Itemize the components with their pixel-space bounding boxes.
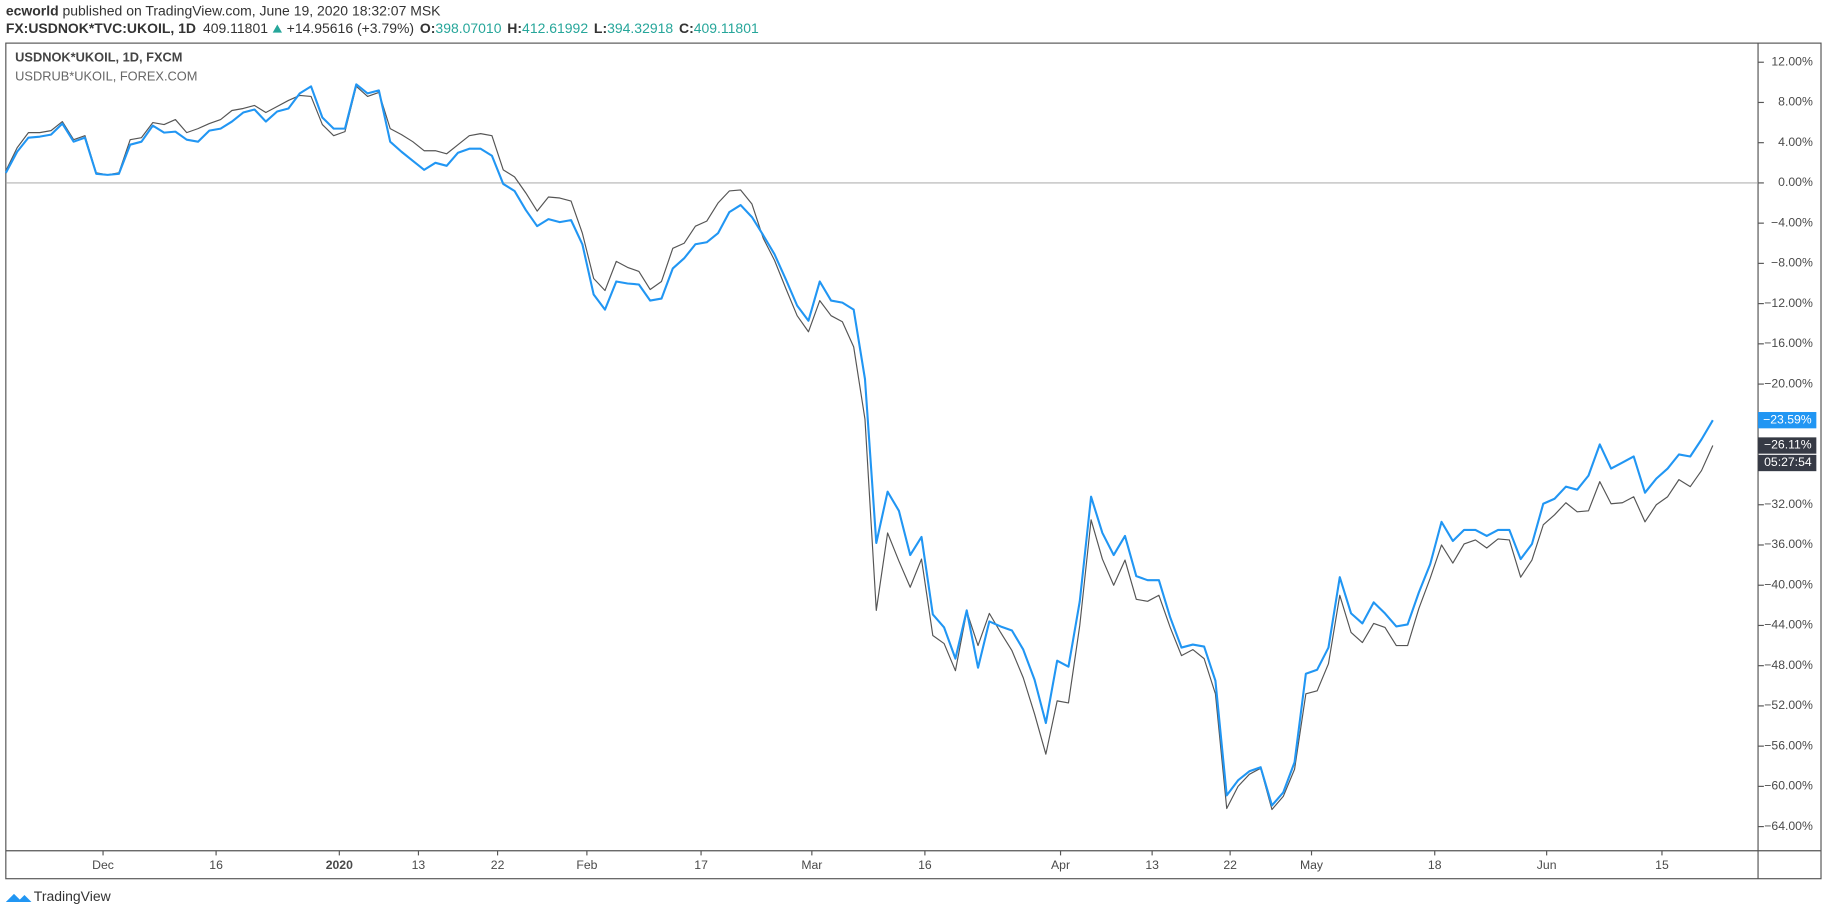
symbol: FX:USDNOK*TVC:UKOIL, 1D	[6, 20, 196, 36]
symbol-line: FX:USDNOK*TVC:UKOIL, 1D 409.11801 +14.9561…	[6, 20, 759, 36]
x-tick-label: 18	[1428, 858, 1442, 872]
up-arrow	[272, 24, 283, 33]
y-tick-label: −8.00%	[1771, 256, 1813, 270]
legend-entry: USDRUB*UKOIL, FOREX.COM	[15, 68, 197, 83]
x-tick-label: 16	[918, 858, 932, 872]
y-tick-label: −56.00%	[1764, 738, 1813, 752]
last-value-label: −26.11%	[1764, 438, 1812, 452]
last-value-box	[1758, 412, 1817, 429]
y-tick-label: −12.00%	[1764, 296, 1813, 310]
x-tick-label: 22	[491, 858, 505, 872]
legend-entry: USDNOK*UKOIL, 1D, FXCM	[15, 50, 182, 65]
logo-icon	[5, 893, 32, 903]
chart-frame	[5, 42, 1822, 880]
y-tick-label: −48.00%	[1764, 658, 1813, 672]
y-tick-label: −32.00%	[1764, 497, 1813, 511]
close-label: C:	[679, 20, 694, 36]
y-tick-label: 8.00%	[1778, 95, 1813, 109]
last-value-box	[1758, 437, 1817, 454]
logo: TradingView	[5, 888, 112, 904]
x-tick-label: 16	[209, 858, 223, 872]
y-tick-label: −36.00%	[1764, 537, 1813, 551]
publish-line: ecworld published on TradingView.com, Ju…	[6, 2, 441, 18]
open-label: O:	[420, 20, 436, 36]
x-tick-label: 22	[1223, 858, 1237, 872]
countdown: 05:27:54	[1764, 455, 1812, 469]
y-tick-label: 4.00%	[1778, 135, 1813, 149]
low-label: L:	[594, 20, 607, 36]
x-tick-label: May	[1300, 858, 1324, 872]
y-tick-label: −16.00%	[1764, 336, 1813, 350]
y-tick-label: −52.00%	[1764, 698, 1813, 712]
open: 398.07010	[435, 20, 501, 36]
x-tick-label: Apr	[1051, 858, 1070, 872]
high-label: H:	[507, 20, 522, 36]
x-tick-label: 13	[1145, 858, 1159, 872]
y-tick-label: 12.00%	[1771, 54, 1813, 68]
y-tick-label: −20.00%	[1764, 376, 1813, 390]
change: +14.95616 (+3.79%)	[287, 20, 414, 36]
x-tick-label: Jun	[1537, 858, 1557, 872]
high: 412.61992	[522, 20, 588, 36]
published: published on TradingView.com, June 19, 2…	[59, 2, 442, 18]
brand: TradingView	[34, 888, 112, 904]
x-tick-label: Mar	[801, 858, 822, 872]
x-tick-label: 17	[694, 858, 708, 872]
x-tick-label: 13	[412, 858, 426, 872]
x-tick-label: Feb	[576, 858, 597, 872]
close: 409.11801	[694, 20, 759, 36]
y-tick-label: −4.00%	[1771, 215, 1813, 229]
y-tick-label: −60.00%	[1764, 779, 1813, 793]
last-price: 409.11801	[203, 20, 268, 36]
x-tick-label: Dec	[92, 858, 114, 872]
y-tick-label: −40.00%	[1764, 577, 1813, 591]
y-tick-label: −44.00%	[1764, 618, 1813, 632]
x-tick-label: 15	[1655, 858, 1669, 872]
x-tick-label: 2020	[326, 858, 353, 872]
countdown-box	[1758, 454, 1817, 472]
y-tick-label: −64.00%	[1764, 819, 1813, 833]
author: ecworld	[6, 2, 59, 18]
y-tick-label: 0.00%	[1778, 175, 1813, 189]
last-value-label: −23.59%	[1763, 412, 1812, 426]
series-line	[5, 85, 1714, 811]
low: 394.32918	[607, 20, 673, 36]
series-line	[4, 83, 1714, 807]
